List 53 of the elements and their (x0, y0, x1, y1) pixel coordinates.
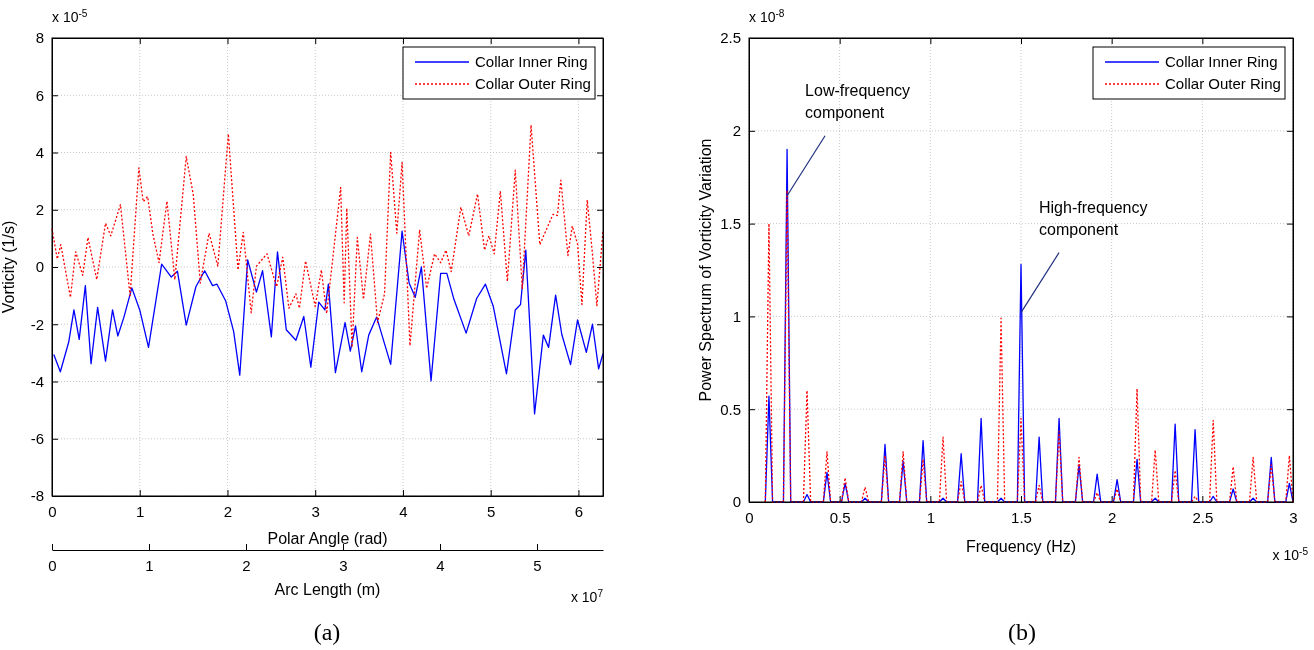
legend-label: Collar Outer Ring (1165, 75, 1281, 92)
x-tick-label: 3 (311, 502, 320, 520)
x-tick-label: 6 (574, 502, 584, 520)
x2-tick-label: 3 (339, 556, 348, 574)
x2-tick-label: 1 (145, 556, 154, 574)
x-tick-label: 5 (487, 502, 496, 520)
x2-tick-label: 2 (242, 556, 251, 574)
legend-label: Collar Inner Ring (1165, 53, 1278, 70)
x-tick-label: 4 (399, 502, 408, 520)
y-tick-label: 1 (732, 307, 741, 325)
line-series (53, 230, 604, 415)
y-tick-label: 2 (732, 122, 741, 140)
y-tick-label: 4 (35, 143, 44, 161)
x-tick-label: 1 (926, 508, 936, 526)
y-tick-label: 8 (35, 29, 44, 47)
legend-label: Collar Outer Ring (475, 75, 591, 92)
y-tick-label: 6 (35, 86, 44, 104)
x-tick-label: 1 (136, 502, 145, 520)
y-axis-title: Vorticity (1/s) (0, 220, 17, 314)
x-tick-label: 2 (1107, 508, 1117, 526)
annotation: High-frequency component (1039, 198, 1148, 238)
y-tick-label: -4 (30, 372, 44, 390)
y-tick-label: 2.5 (720, 29, 741, 47)
legend-label: Collar Inner Ring (475, 53, 588, 70)
x-axis-title: Frequency (Hz) (965, 538, 1077, 555)
y-tick-label: 0.5 (720, 400, 741, 418)
text: (b) (1008, 619, 1036, 645)
x2-tick-label: 5 (533, 556, 542, 574)
y-tick-label: -2 (30, 315, 44, 333)
x-tick-label: 3 (1289, 508, 1298, 526)
y-tick-label: -8 (30, 487, 44, 505)
x2-tick-label: 4 (436, 556, 445, 574)
y-tick-label: 1.5 (720, 214, 741, 232)
text: x 10$^{-5}$ (1272, 545, 1309, 563)
annotation: Low-frequency component (805, 81, 911, 121)
x-tick-label: 2.5 (1192, 508, 1214, 526)
text: x 10$^{-8}$ (749, 7, 785, 25)
line-series (51, 124, 604, 349)
x2-axis-title: Arc Length (m) (274, 581, 381, 598)
y-tick-label: 0 (35, 258, 44, 276)
x-tick-label: 1.5 (1011, 508, 1032, 526)
y-axis-title: Power Spectrum of Vorticity Variation (697, 138, 714, 402)
x-tick-label: 0 (745, 508, 754, 526)
x-tick-label: 0.5 (829, 508, 851, 526)
x2-tick-label: 0 (48, 556, 57, 574)
x-axis-title: Polar Angle (rad) (267, 530, 388, 547)
text: (a) (313, 619, 341, 645)
x-tick-label: 0 (48, 502, 57, 520)
y-tick-label: 2 (35, 201, 44, 219)
y-tick-label: -6 (30, 430, 44, 448)
text: x 10$^{-5}$ (52, 7, 88, 25)
x-tick-label: 2 (223, 502, 233, 520)
text: x 10$^{7}$ (570, 587, 604, 605)
